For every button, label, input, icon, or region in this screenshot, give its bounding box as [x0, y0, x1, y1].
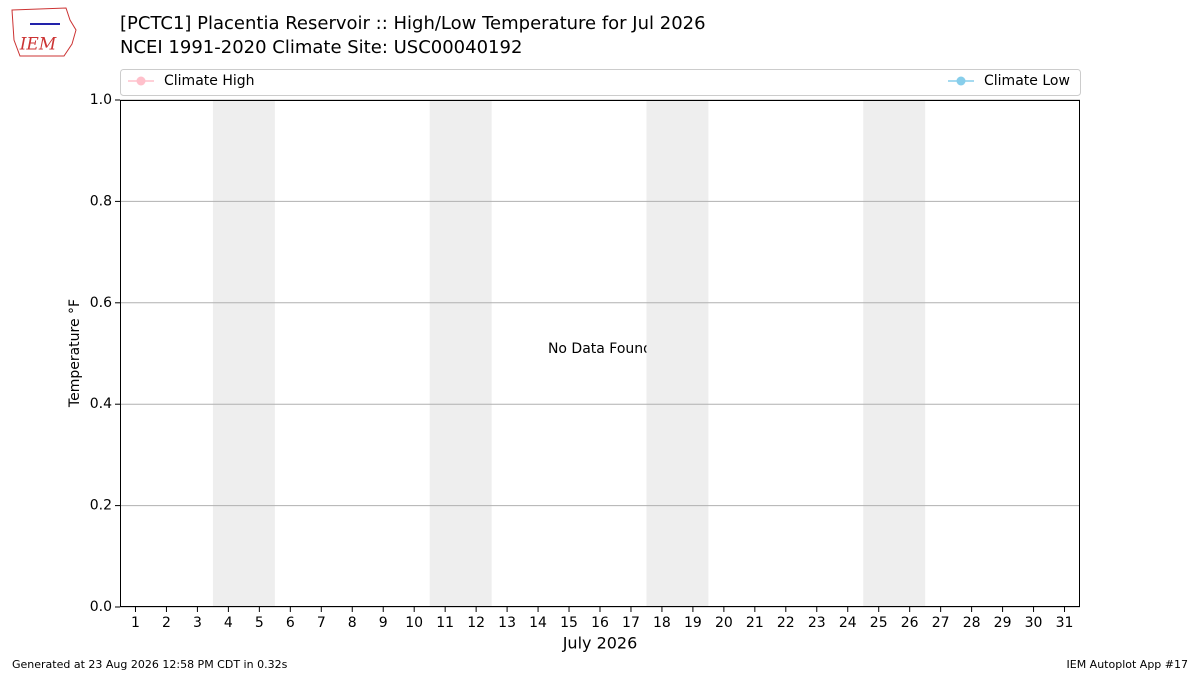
- x-axis-label: July 2026: [562, 634, 638, 653]
- legend-marker: [956, 76, 966, 86]
- x-tick-label: 21: [746, 615, 764, 631]
- x-tick-label: 18: [653, 615, 671, 631]
- x-tick-label: 15: [560, 615, 578, 631]
- x-tick-label: 1: [131, 615, 140, 631]
- x-tick-label: 16: [591, 615, 609, 631]
- y-tick-label: 0.8: [90, 193, 112, 209]
- x-tick-label: 9: [379, 615, 388, 631]
- x-tick-label: 19: [684, 615, 702, 631]
- logo: IEM: [11, 7, 77, 57]
- legend-box: [120, 69, 1081, 96]
- x-tick-label: 11: [436, 615, 454, 631]
- x-tick-label: 24: [839, 615, 857, 631]
- x-tick-label: 2: [162, 615, 171, 631]
- y-tick-label: 0.2: [90, 498, 112, 514]
- plot-area: [120, 99, 1080, 608]
- x-tick-label: 13: [498, 615, 516, 631]
- weekend-shade: [429, 100, 492, 607]
- x-tick-label: 26: [901, 615, 919, 631]
- footer-right: IEM Autoplot App #17: [1067, 658, 1189, 671]
- x-tick-label: 4: [224, 615, 233, 631]
- weekend-shade: [646, 100, 709, 607]
- x-tick-label: 27: [932, 615, 950, 631]
- x-tick-label: 30: [1025, 615, 1043, 631]
- plot-frame: [120, 100, 1080, 607]
- x-tick-label: 14: [529, 615, 547, 631]
- x-tick-label: 10: [405, 615, 423, 631]
- logo-outline: [11, 7, 77, 57]
- x-tick-label: 23: [808, 615, 826, 631]
- logo-text: IEM: [19, 35, 57, 55]
- x-tick-label: 3: [193, 615, 202, 631]
- legend-label: Climate Low: [984, 73, 1070, 89]
- x-tick-label: 29: [994, 615, 1012, 631]
- y-tick-label: 0.4: [90, 396, 112, 412]
- legend-label: Climate High: [164, 73, 255, 89]
- y-axis-label: Temperature °F: [67, 299, 83, 408]
- annotation: No Data Found: [548, 341, 652, 357]
- weekend-shade: [863, 100, 926, 607]
- x-tick-label: 25: [870, 615, 888, 631]
- footer-left: Generated at 23 Aug 2026 12:58 PM CDT in…: [12, 658, 288, 671]
- chart-title: [PCTC1] Placentia Reservoir :: High/Low …: [120, 13, 706, 34]
- x-tick-label: 28: [963, 615, 981, 631]
- x-tick-label: 20: [715, 615, 733, 631]
- x-tick-label: 5: [255, 615, 264, 631]
- x-tick-label: 8: [348, 615, 357, 631]
- x-tick-label: 31: [1056, 615, 1074, 631]
- chart-subtitle: NCEI 1991-2020 Climate Site: USC00040192: [120, 37, 522, 58]
- y-tick-label: 0.0: [90, 599, 112, 615]
- x-tick-label: 22: [777, 615, 795, 631]
- weekend-shade: [212, 100, 275, 607]
- legend-marker: [136, 76, 146, 86]
- x-tick-label: 6: [286, 615, 295, 631]
- x-tick-label: 7: [317, 615, 326, 631]
- y-tick-label: 1.0: [90, 92, 112, 108]
- x-tick-label: 12: [467, 615, 485, 631]
- x-tick-label: 17: [622, 615, 640, 631]
- y-tick-label: 0.6: [90, 295, 112, 311]
